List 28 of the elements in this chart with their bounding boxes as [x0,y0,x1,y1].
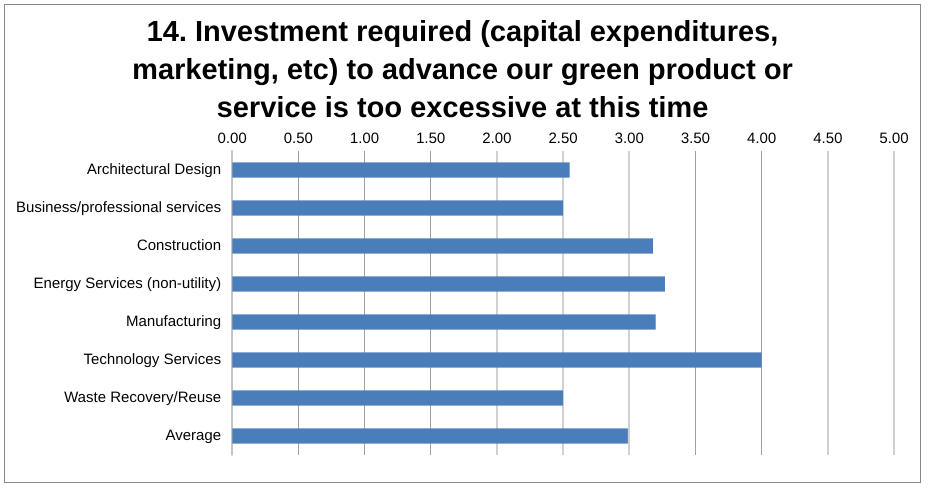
x-tick-label: 0.50 [284,130,313,148]
y-tick-label: Business/professional services [16,199,222,216]
y-tick-label: Construction [136,237,222,254]
x-tick-label: 2.50 [548,130,578,148]
y-tick-label: Manufacturing [126,313,222,330]
bar [232,276,665,292]
bar [232,428,628,444]
y-tick-label: Waste Recovery/Reuse [64,389,222,406]
x-tick-label: 4.50 [813,130,842,148]
bar [232,238,654,254]
x-tick-label: 5.00 [879,130,909,148]
chart-title: 14. Investment required (capital expenditures, marketing, etc) to advance our green product or service is too excessive at this time [131,15,794,126]
x-tick-label: 1.50 [416,130,446,148]
bar [232,200,564,216]
y-tick-label: Average [165,427,222,444]
x-tick-label: 1.00 [350,130,380,148]
x-tick-label: 0.00 [217,130,247,148]
bar [232,162,570,178]
bar [232,352,762,368]
bar [232,390,564,406]
x-tick-label: 3.50 [680,130,710,148]
y-tick-label: Energy Services (non-utility) [34,275,222,292]
x-tick-label: 4.00 [747,130,776,148]
bar [232,314,656,330]
x-tick-label: 2.00 [482,130,512,148]
y-tick-label: Technology Services [84,351,222,368]
x-tick-label: 3.00 [614,130,644,148]
y-tick-label: Architectural Design [86,161,222,178]
